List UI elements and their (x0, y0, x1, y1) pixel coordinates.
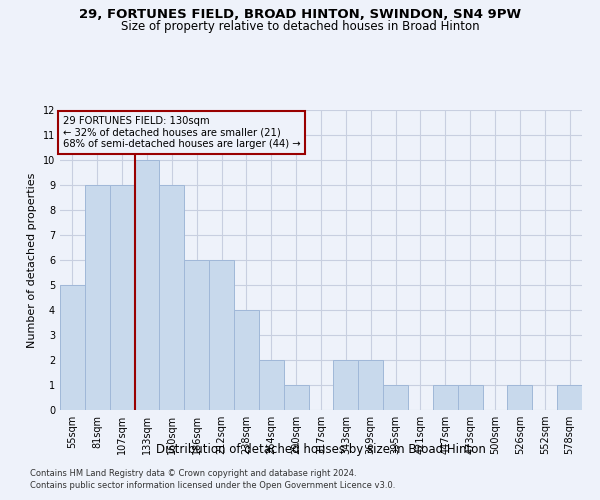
Text: Contains public sector information licensed under the Open Government Licence v3: Contains public sector information licen… (30, 481, 395, 490)
Bar (60, 285, 85, 410)
Bar (160, 185, 184, 410)
Text: Size of property relative to detached houses in Broad Hinton: Size of property relative to detached ho… (121, 20, 479, 33)
Bar (557, 385, 582, 410)
Y-axis label: Number of detached properties: Number of detached properties (27, 172, 37, 348)
Bar (110, 185, 134, 410)
Bar (259, 360, 284, 410)
Bar (334, 360, 358, 410)
Bar (134, 160, 160, 410)
Bar (433, 385, 458, 410)
Bar (209, 260, 234, 410)
Text: 29 FORTUNES FIELD: 130sqm
← 32% of detached houses are smaller (21)
68% of semi-: 29 FORTUNES FIELD: 130sqm ← 32% of detac… (62, 116, 300, 149)
Bar (383, 385, 408, 410)
Bar (284, 385, 308, 410)
Bar (458, 385, 482, 410)
Text: Contains HM Land Registry data © Crown copyright and database right 2024.: Contains HM Land Registry data © Crown c… (30, 468, 356, 477)
Text: 29, FORTUNES FIELD, BROAD HINTON, SWINDON, SN4 9PW: 29, FORTUNES FIELD, BROAD HINTON, SWINDO… (79, 8, 521, 20)
Bar (184, 260, 209, 410)
Bar (85, 185, 110, 410)
Bar (508, 385, 532, 410)
Text: Distribution of detached houses by size in Broad Hinton: Distribution of detached houses by size … (156, 442, 486, 456)
Bar (358, 360, 383, 410)
Bar (234, 310, 259, 410)
